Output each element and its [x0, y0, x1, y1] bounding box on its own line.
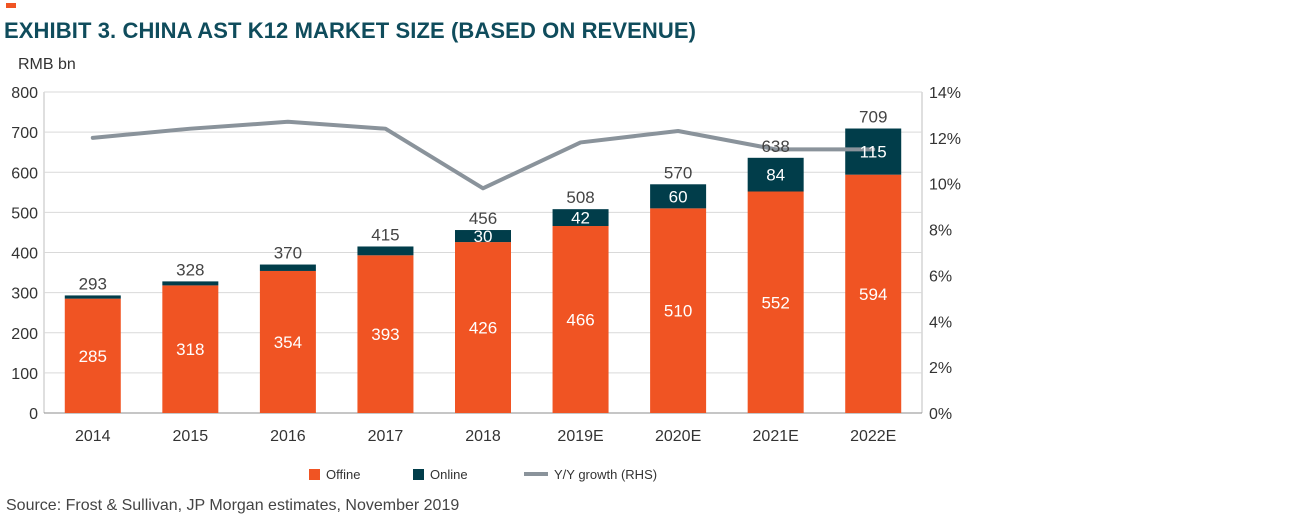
label-total: 508 — [566, 188, 594, 207]
y-tick-label: 500 — [11, 205, 38, 222]
y-tick-label: 700 — [11, 125, 38, 142]
y-axis-left: 0 100 200 300 400 500 600 700 800 — [11, 85, 38, 423]
bar-online — [64, 295, 121, 299]
label-online: 84 — [766, 166, 785, 185]
y-axis-right: 0% 2% 4% 6% 8% 10% 12% 14% — [929, 85, 961, 423]
bar-offline — [64, 298, 121, 413]
bars — [64, 128, 902, 413]
y-tick-label: 600 — [11, 165, 38, 182]
x-tick-label: 2014 — [75, 428, 111, 445]
x-tick-label: 2019E — [557, 428, 603, 445]
y2-tick-label: 0% — [929, 406, 952, 423]
bar-online — [552, 209, 609, 227]
label-offline: 393 — [371, 325, 399, 344]
label-offline: 552 — [761, 293, 789, 312]
bar-online — [650, 184, 707, 209]
bar-online — [357, 246, 414, 256]
y-tick-label: 0 — [29, 406, 38, 423]
bar-online — [259, 264, 316, 271]
label-offline: 510 — [664, 302, 692, 321]
label-total: 328 — [176, 260, 204, 279]
y-tick-label: 200 — [11, 326, 38, 343]
label-online: 42 — [571, 209, 590, 228]
label-total: 638 — [761, 137, 789, 156]
bar-online — [747, 157, 804, 192]
y2-tick-label: 10% — [929, 177, 961, 194]
label-online: 115 — [860, 143, 887, 162]
y2-tick-label: 8% — [929, 223, 952, 240]
bar-offline — [552, 226, 609, 413]
label-total: 456 — [469, 209, 497, 228]
bar-online — [455, 230, 511, 243]
label-offline: 466 — [566, 311, 594, 330]
y-tick-label: 800 — [11, 85, 38, 102]
legend-swatch-online — [413, 469, 424, 480]
x-tick-label: 2018 — [465, 428, 501, 445]
chart-title: EXHIBIT 3. CHINA AST K12 MARKET SIZE (BA… — [4, 18, 697, 43]
label-online: 60 — [669, 187, 688, 206]
bar-offline — [747, 191, 804, 413]
bar-online — [845, 128, 902, 175]
y-tick-label: 300 — [11, 286, 38, 303]
label-offline: 426 — [469, 319, 497, 338]
label-total: 570 — [664, 163, 692, 182]
legend-swatch-offline — [309, 469, 320, 480]
x-tick-label: 2017 — [368, 428, 404, 445]
y2-tick-label: 14% — [929, 85, 961, 102]
bar-offline — [259, 270, 316, 413]
x-tick-label: 2022E — [850, 428, 896, 445]
x-tick-label: 2016 — [270, 428, 306, 445]
legend: Offine Online Y/Y growth (RHS) — [309, 467, 657, 482]
bar-offline — [162, 285, 219, 413]
label-total: 370 — [274, 244, 302, 263]
bar-offline — [650, 208, 707, 413]
y-axis-label: RMB bn — [18, 56, 76, 73]
bar-offline — [455, 242, 511, 413]
source-note: Source: Frost & Sullivan, JP Morgan esti… — [6, 497, 460, 514]
accent-bar — [6, 3, 16, 8]
bar-offline — [845, 174, 902, 413]
y2-tick-label: 6% — [929, 268, 952, 285]
label-total: 415 — [371, 225, 399, 244]
legend-label-online: Online — [430, 467, 468, 482]
x-axis: 2014 2015 2016 2017 2018 2019E 2020E 2021E 2022E — [75, 428, 896, 445]
x-tick-label: 2020E — [655, 428, 701, 445]
y-tick-label: 100 — [11, 366, 38, 383]
bar-online — [162, 281, 219, 286]
label-total: 709 — [859, 108, 887, 127]
legend-label-growth: Y/Y growth (RHS) — [554, 467, 657, 482]
y2-tick-label: 2% — [929, 360, 952, 377]
label-offline: 594 — [859, 285, 887, 304]
label-offline: 354 — [274, 333, 302, 352]
label-online: 30 — [474, 227, 493, 246]
y2-tick-label: 4% — [929, 314, 952, 331]
y2-tick-label: 12% — [929, 131, 961, 148]
label-offline: 285 — [79, 347, 107, 366]
y-tick-label: 400 — [11, 246, 38, 263]
growth-line — [90, 119, 876, 191]
label-total: 293 — [79, 274, 107, 293]
x-tick-label: 2015 — [173, 428, 209, 445]
x-tick-label: 2021E — [753, 428, 799, 445]
chart: 0 100 200 300 400 500 600 700 800 0% 2% 4% 6% 8% 10% 1… — [11, 56, 961, 482]
legend-label-offline: Offine — [326, 467, 360, 482]
bar-offline — [357, 255, 414, 413]
growth-line-path — [90, 119, 876, 191]
label-offline: 318 — [176, 340, 204, 359]
